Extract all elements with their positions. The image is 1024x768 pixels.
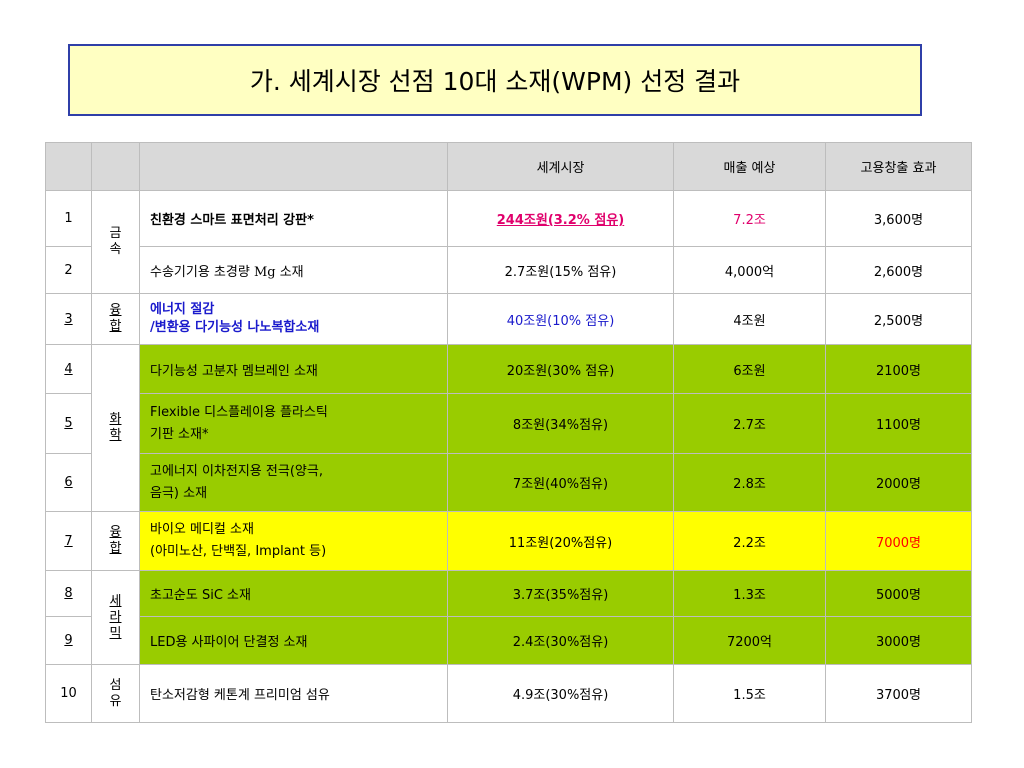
header-job-creation: 고용창출 효과 [825, 142, 972, 191]
header-world-market: 세계시장 [447, 142, 674, 191]
job-creation: 7000명 [825, 511, 972, 571]
header-cell [91, 142, 140, 191]
job-creation: 3700명 [825, 664, 972, 723]
page-title: 가. 세계시장 선점 10대 소재(WPM) 선정 결과 [249, 67, 741, 96]
table-row: 9 LED용 사파이어 단결정 소재 2.4조(30%점유) 7200억 300… [45, 616, 972, 665]
job-creation: 2,600명 [825, 246, 972, 294]
header-cell [139, 142, 448, 191]
job-creation: 2,500명 [825, 293, 972, 345]
category-label: 화 학 [109, 412, 122, 443]
table-row: 7 융 합 바이오 메디컬 소재 (아미노산, 단백질, Implant 등) … [45, 511, 972, 571]
material-name: 탄소저감형 케톤계 프리미엄 섬유 [139, 664, 448, 723]
material-name: 수송기기용 초경량 Mg 소재 [139, 246, 448, 294]
material-name: 다기능성 고분자 멤브레인 소재 [139, 344, 448, 394]
table-header-row: 세계시장 매출 예상 고용창출 효과 [45, 142, 972, 191]
job-creation: 5000명 [825, 570, 972, 617]
world-market: 11조원(20%점유) [447, 511, 674, 571]
row-number-link[interactable]: 9 [45, 616, 92, 665]
material-name: Flexible 디스플레이용 플라스틱 기판 소재* [139, 393, 448, 454]
category-label: 융 합 [109, 525, 122, 556]
sales-forecast: 2.2조 [673, 511, 826, 571]
row-number-link[interactable]: 8 [45, 570, 92, 617]
category-label: 섬 유 [109, 677, 122, 709]
category-label: 융 합 [109, 303, 122, 334]
job-creation: 1100명 [825, 393, 972, 454]
sales-forecast: 7.2조 [673, 190, 826, 247]
table-row: 8 세 라 믹 초고순도 SiC 소재 3.7조(35%점유) 1.3조 500… [45, 570, 972, 665]
world-market: 4.9조(30%점유) [447, 664, 674, 723]
row-number-link[interactable]: 4 [45, 344, 92, 394]
category-chemical[interactable]: 화 학 [91, 344, 140, 512]
sales-forecast: 6조원 [673, 344, 826, 394]
table-row: 4 화 학 다기능성 고분자 멤브레인 소재 20조원(30% 점유) 6조원 … [45, 344, 972, 512]
world-market: 3.7조(35%점유) [447, 570, 674, 617]
row-number-link[interactable]: 5 [45, 393, 92, 454]
row-number-link[interactable]: 3 [45, 293, 92, 345]
world-market: 20조원(30% 점유) [447, 344, 674, 394]
sales-forecast: 4조원 [673, 293, 826, 345]
world-market: 40조원(10% 점유) [447, 293, 674, 345]
row-number: 2 [45, 246, 92, 294]
job-creation: 3,600명 [825, 190, 972, 247]
table-row: 6 고에너지 이차전지용 전극(양극, 음극) 소재 7조원(40%점유) 2.… [45, 453, 972, 512]
sales-forecast: 4,000억 [673, 246, 826, 294]
category-ceramic[interactable]: 세 라 믹 [91, 570, 140, 665]
table-row: 1 금 속 친환경 스마트 표면처리 강판* 244조원(3.2% 점유) 7.… [45, 190, 972, 294]
row-number-link[interactable]: 7 [45, 511, 92, 571]
category-fusion[interactable]: 융 합 [91, 293, 140, 345]
job-creation: 2000명 [825, 453, 972, 512]
category-fusion[interactable]: 융 합 [91, 511, 140, 571]
material-name: 고에너지 이차전지용 전극(양극, 음극) 소재 [139, 453, 448, 512]
wpm-table: 세계시장 매출 예상 고용창출 효과 1 금 속 친환경 스마트 표면처리 강판… [45, 142, 972, 723]
category-label: 금 속 [109, 226, 122, 257]
table-row: 5 Flexible 디스플레이용 플라스틱 기판 소재* 8조원(34%점유)… [45, 393, 972, 454]
sales-forecast: 2.7조 [673, 393, 826, 454]
sales-forecast: 2.8조 [673, 453, 826, 512]
job-creation: 3000명 [825, 616, 972, 665]
row-number: 1 [45, 190, 92, 247]
sales-forecast: 7200억 [673, 616, 826, 665]
world-market: 8조원(34%점유) [447, 393, 674, 454]
row-number-link[interactable]: 6 [45, 453, 92, 512]
material-name: LED용 사파이어 단결정 소재 [139, 616, 448, 665]
material-name: 에너지 절감 /변환용 다기능성 나노복합소재 [139, 293, 448, 345]
category-metal: 금 속 [91, 190, 140, 294]
table-row: 2 수송기기용 초경량 Mg 소재 2.7조원(15% 점유) 4,000억 2… [45, 246, 972, 294]
material-name: 바이오 메디컬 소재 (아미노산, 단백질, Implant 등) [139, 511, 448, 571]
header-sales-forecast: 매출 예상 [673, 142, 826, 191]
sales-forecast: 1.3조 [673, 570, 826, 617]
sales-forecast: 1.5조 [673, 664, 826, 723]
category-label: 세 라 믹 [109, 593, 122, 641]
world-market: 244조원(3.2% 점유) [447, 190, 674, 247]
world-market: 2.4조(30%점유) [447, 616, 674, 665]
world-market: 2.7조원(15% 점유) [447, 246, 674, 294]
header-cell [45, 142, 92, 191]
material-name: 친환경 스마트 표면처리 강판* [139, 190, 448, 247]
table-row: 3 융 합 에너지 절감 /변환용 다기능성 나노복합소재 40조원(10% 점… [45, 293, 972, 345]
world-market: 7조원(40%점유) [447, 453, 674, 512]
material-name: 초고순도 SiC 소재 [139, 570, 448, 617]
job-creation: 2100명 [825, 344, 972, 394]
title-box: 가. 세계시장 선점 10대 소재(WPM) 선정 결과 [68, 44, 922, 116]
category-fiber: 섬 유 [91, 664, 140, 723]
table-row: 10 섬 유 탄소저감형 케톤계 프리미엄 섬유 4.9조(30%점유) 1.5… [45, 664, 972, 723]
row-number: 10 [45, 664, 92, 723]
